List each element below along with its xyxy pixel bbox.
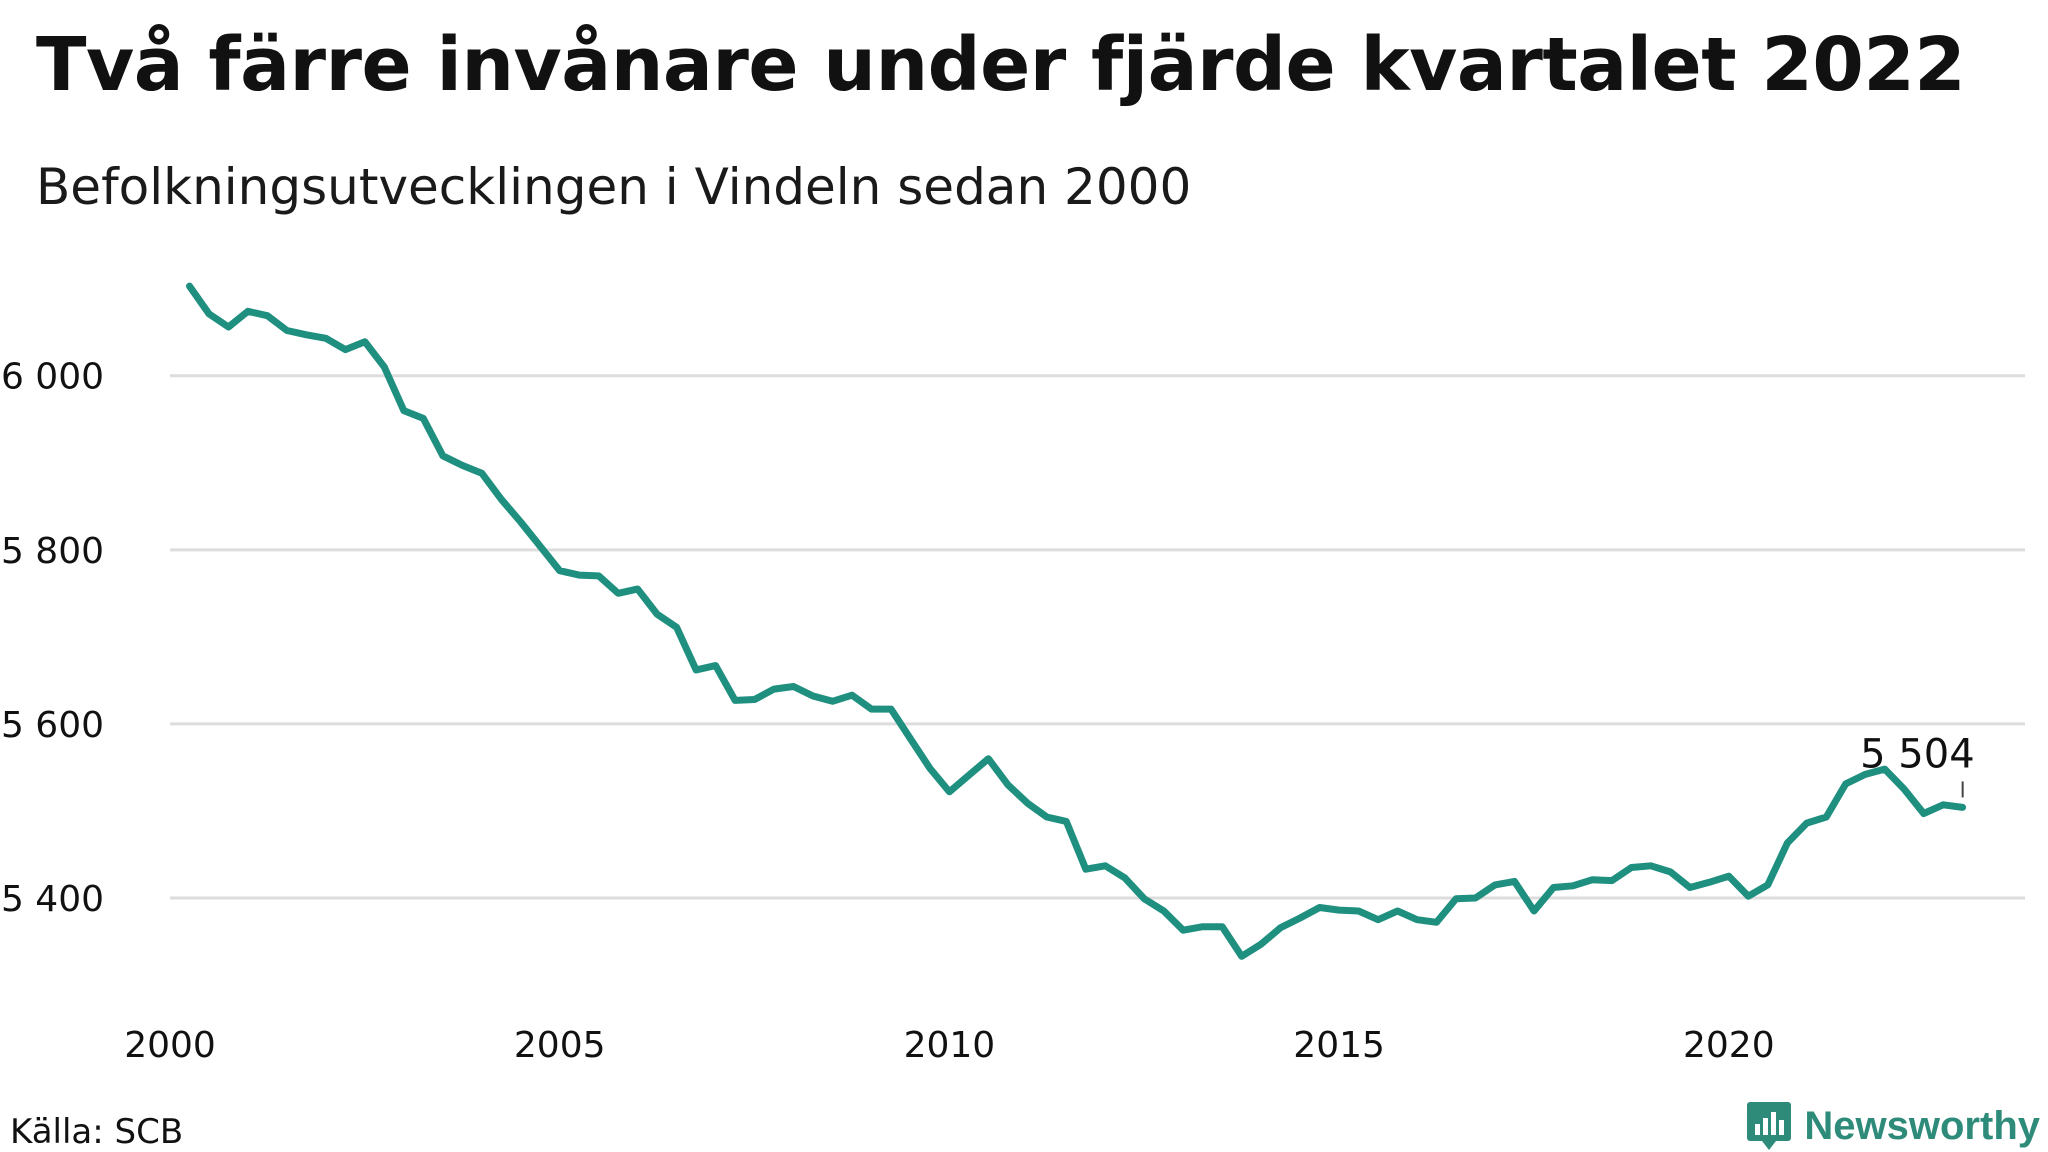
series-line-0 (186, 282, 1967, 960)
x-tick-label: 2015 (1293, 1025, 1385, 1066)
x-tick-label: 2020 (1683, 1025, 1775, 1066)
x-tick-label: 2005 (514, 1025, 606, 1066)
y-tick-label: 5 600 (1, 705, 104, 746)
source-label: Källa: SCB (10, 1112, 184, 1152)
brand-logo: Newsworthy (1746, 1100, 2040, 1152)
y-tick-label: 5 400 (1, 879, 104, 920)
y-tick-label: 6 000 (1, 357, 104, 398)
bar-chart-logo-icon (1747, 1102, 1792, 1150)
y-axis-ticks: 5 400 5 600 5 800 6 000 (1, 357, 104, 920)
gridlines (170, 374, 2025, 900)
x-tick-label: 2010 (904, 1025, 996, 1066)
x-tick-label: 2000 (124, 1025, 216, 1066)
chart-subtitle: Befolkningsutvecklingen i Vindeln sedan … (36, 158, 1192, 216)
y-tick-label: 5 800 (1, 531, 104, 572)
brand-name: Newsworthy (1804, 1103, 2040, 1148)
x-axis-ticks: 2000 2005 2010 2015 2020 (124, 1025, 1774, 1066)
annotations: 5 504 (1860, 731, 1975, 798)
series-layer (186, 282, 1967, 960)
chart-title: Två färre invånare under fjärde kvartale… (36, 22, 1966, 108)
last-value-label: 5 504 (1860, 731, 1975, 777)
